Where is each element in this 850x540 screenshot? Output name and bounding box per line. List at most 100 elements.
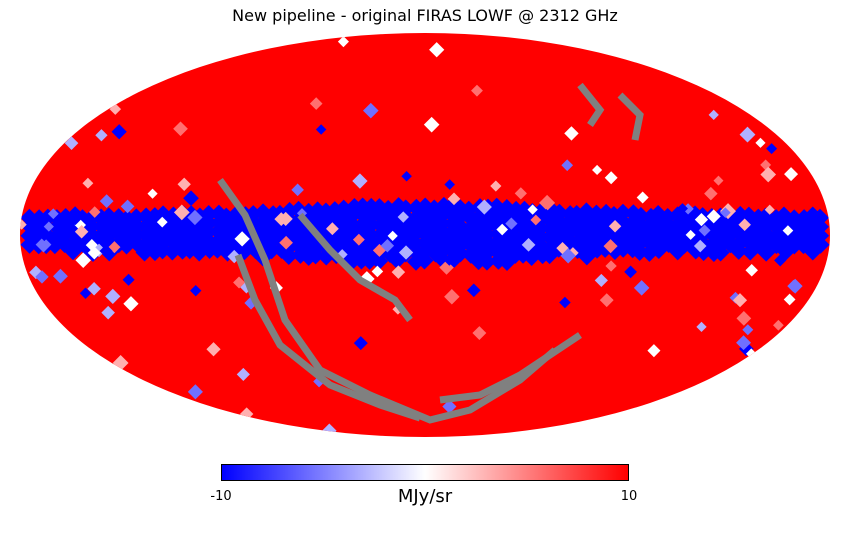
noise-pixel xyxy=(539,194,556,211)
bad-pixel-arc xyxy=(217,177,558,424)
noise-pixel xyxy=(530,214,542,226)
noise-pixel xyxy=(236,367,250,381)
noise-pixel xyxy=(466,283,481,298)
noise-pixel xyxy=(442,399,457,414)
figure-title: New pipeline - original FIRAS LOWF @ 231… xyxy=(232,6,618,25)
noise-pixel xyxy=(391,265,406,279)
noise-pixel xyxy=(521,237,536,252)
noise-pixel xyxy=(736,335,752,351)
noise-pixel xyxy=(206,342,221,357)
noise-pixel xyxy=(346,203,361,218)
noise-pixel xyxy=(694,212,709,227)
plane-pixel xyxy=(117,236,136,255)
noise-pixel xyxy=(140,248,151,259)
noise-pixel xyxy=(105,288,121,304)
noise-pixel xyxy=(708,109,719,121)
noise-pixel xyxy=(603,239,618,254)
noise-pixel xyxy=(647,344,661,358)
colorbar-min-label: -10 xyxy=(210,489,232,504)
noise-pixel xyxy=(706,209,721,224)
plane-pixel xyxy=(317,247,336,266)
noise-pixel xyxy=(122,273,135,286)
noise-pixel xyxy=(352,173,368,189)
noise-pixel xyxy=(316,223,327,234)
noise-pixel xyxy=(773,319,784,331)
noise-pixel xyxy=(101,305,115,320)
bad-pixel-arc xyxy=(577,82,605,127)
noise-pixel xyxy=(713,175,724,186)
bad-pixel-arc xyxy=(439,332,582,404)
noise-pixel xyxy=(233,276,246,289)
plane-pixel xyxy=(451,244,470,263)
noise-pixel xyxy=(88,206,101,218)
noise-pixel xyxy=(53,268,68,284)
noise-pixel xyxy=(35,236,52,253)
noise-pixel xyxy=(187,384,203,400)
noise-pixel xyxy=(147,188,158,199)
noise-pixel xyxy=(20,219,27,230)
noise-pixel xyxy=(471,84,483,97)
noise-pixel xyxy=(183,190,199,207)
bad-pixel-arc xyxy=(617,92,644,141)
plane-pixel xyxy=(711,243,730,262)
noise-pixel xyxy=(496,223,509,236)
noise-pixel xyxy=(784,167,799,182)
noise-pixel xyxy=(397,211,409,223)
noise-pixel xyxy=(47,208,59,220)
plane-pixel xyxy=(477,252,496,271)
noise-pixel xyxy=(82,177,94,189)
noise-pixel xyxy=(35,270,49,284)
noise-pixel xyxy=(387,230,398,241)
noise-pixel xyxy=(539,208,554,223)
noise-pixel xyxy=(173,121,188,137)
noise-pixel xyxy=(187,209,203,226)
noise-pixel xyxy=(371,265,384,278)
plane-pixel xyxy=(477,243,496,262)
noise-pixel xyxy=(736,310,752,326)
noise-pixel xyxy=(732,293,748,308)
noise-pixel xyxy=(108,241,121,254)
noise-pixel xyxy=(594,273,608,287)
plane-pixel xyxy=(180,241,199,260)
noise-pixel xyxy=(636,191,649,204)
noise-pixel xyxy=(472,326,487,340)
noise-pixel xyxy=(745,264,758,277)
noise-pixel xyxy=(156,216,168,228)
noise-pixel xyxy=(755,137,766,148)
noise-pixel xyxy=(309,97,323,110)
noise-pixel xyxy=(177,177,191,191)
noise-pixel xyxy=(783,293,796,306)
bad-pixel-arc xyxy=(234,253,422,422)
noise-pixel xyxy=(704,186,718,201)
plane-pixel xyxy=(163,242,182,261)
noise-pixel xyxy=(633,280,650,296)
noise-pixel xyxy=(444,288,460,305)
noise-pixel xyxy=(87,281,101,296)
noise-pixel xyxy=(363,102,379,119)
noise-pixel xyxy=(227,249,241,264)
noise-pixel xyxy=(696,321,707,332)
noise-pixel xyxy=(605,260,617,272)
noise-pixel xyxy=(352,233,365,246)
noise-pixel xyxy=(123,296,139,312)
noise-pixel xyxy=(372,243,386,257)
noise-pixel xyxy=(79,287,92,299)
noise-pixel xyxy=(527,204,538,215)
plane-pixel xyxy=(729,241,748,260)
noise-pixels xyxy=(20,36,803,437)
noise-pixel xyxy=(476,199,492,215)
noise-pixel xyxy=(401,170,412,182)
noise-pixel xyxy=(190,284,202,297)
plane-pixel xyxy=(811,235,830,254)
noise-pixel xyxy=(99,194,114,208)
noise-pixel xyxy=(559,296,571,309)
noise-pixel xyxy=(444,179,456,190)
plane-pixel xyxy=(262,241,281,260)
noise-pixel xyxy=(556,241,569,255)
noise-pixel xyxy=(423,116,440,133)
noise-pixel xyxy=(738,218,751,232)
noise-pixel xyxy=(353,336,368,351)
noise-pixel xyxy=(120,199,135,214)
noise-pixel xyxy=(782,225,794,236)
